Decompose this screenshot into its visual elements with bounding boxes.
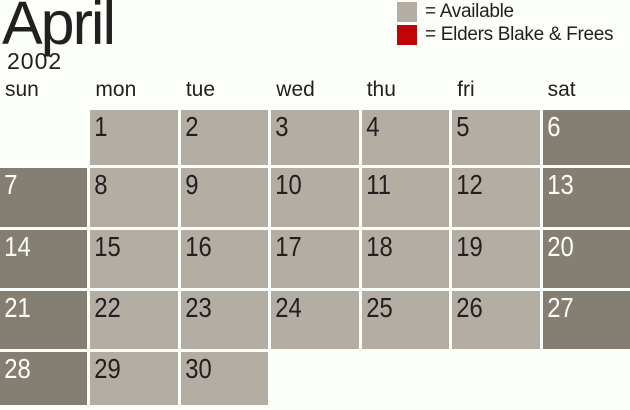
day-number: [362, 363, 366, 365]
day-cell: 25: [361, 291, 450, 349]
day-number: 26: [456, 292, 483, 323]
weekday-wed: wed: [276, 78, 315, 101]
day-number: 15: [94, 231, 122, 262]
day-cell: 6: [542, 110, 630, 165]
day-cell: 11: [361, 168, 450, 227]
day-cell: 23: [180, 291, 269, 349]
day-cell: 3: [271, 110, 359, 165]
legend-label-elders: = Elders Blake & Frees: [425, 24, 614, 45]
day-number: 11: [365, 169, 391, 200]
day-cell-blank: [362, 352, 449, 405]
day-number: 6: [546, 111, 561, 142]
weekday-thu: thu: [366, 78, 396, 101]
calendar-grid: 1 2 3 4 5 6 7 8 9 10 11 12 13 14 15 16 1…: [0, 110, 630, 405]
legend-label-available: = Available: [425, 1, 514, 22]
day-cell-blank: [0, 110, 87, 165]
day-number: 14: [4, 231, 31, 262]
day-number: 29: [94, 353, 122, 384]
day-number: [543, 363, 547, 365]
day-number: 7: [4, 169, 18, 200]
day-number: [271, 363, 275, 365]
day-number: 16: [185, 231, 212, 262]
day-number: 17: [275, 231, 303, 262]
day-cell: 27: [542, 291, 630, 349]
weekday-sat: sat: [547, 78, 576, 101]
legend: = Available = Elders Blake & Frees: [397, 1, 614, 45]
booked-swatch-icon: [397, 25, 417, 45]
day-number: 21: [4, 292, 31, 323]
day-cell: 5: [452, 110, 540, 165]
day-cell: 2: [180, 110, 269, 165]
day-number: 12: [456, 169, 483, 200]
day-cell: 22: [90, 291, 178, 349]
day-number: 3: [275, 111, 289, 142]
day-number: 5: [456, 111, 470, 142]
legend-item-available: = Available: [397, 1, 613, 22]
available-swatch-icon: [397, 2, 417, 22]
day-number: 9: [185, 169, 199, 200]
day-cell: 16: [180, 230, 269, 288]
day-cell: 19: [452, 230, 540, 288]
day-cell: 4: [361, 110, 450, 165]
day-cell: 12: [452, 168, 540, 227]
weekday-sun: sun: [5, 78, 39, 101]
weekday-header-row: sun mon tue wed thu fri sat: [0, 78, 630, 102]
legend-item-elders: = Elders Blake & Frees: [397, 24, 614, 45]
day-number: 13: [546, 169, 574, 200]
day-cell: 30: [180, 352, 269, 405]
day-number: 24: [275, 292, 303, 323]
day-number: [452, 363, 456, 365]
day-cell: 26: [452, 291, 540, 349]
day-number: 10: [275, 169, 303, 200]
day-cell: 28: [0, 352, 88, 405]
day-cell: 17: [271, 230, 359, 288]
day-cell: 1: [90, 110, 178, 165]
day-cell: 7: [0, 168, 88, 227]
day-cell: 20: [542, 230, 630, 288]
day-cell: 14: [0, 230, 88, 288]
day-number: 1: [94, 111, 108, 142]
weekday-fri: fri: [457, 78, 475, 101]
day-cell: 9: [180, 168, 269, 227]
day-number: 8: [94, 169, 108, 200]
weekday-mon: mon: [95, 78, 137, 101]
day-cell: 24: [271, 291, 359, 349]
day-cell: 13: [542, 168, 630, 227]
day-number: 19: [456, 231, 483, 262]
day-cell: 10: [271, 168, 359, 227]
day-number: 22: [94, 292, 122, 323]
year-label: 2002: [7, 48, 63, 74]
day-cell: 21: [0, 291, 88, 349]
day-cell: 29: [90, 352, 178, 405]
day-cell-blank: [271, 352, 358, 405]
day-number: 20: [546, 231, 574, 262]
day-number: 27: [546, 292, 574, 323]
day-cell-blank: [452, 352, 539, 405]
day-number: [0, 121, 4, 123]
day-number: 4: [365, 111, 380, 142]
day-number: 30: [185, 353, 212, 384]
day-number: 18: [365, 231, 393, 262]
day-number: 23: [185, 292, 212, 323]
weekday-tue: tue: [185, 78, 216, 101]
day-number: 2: [185, 111, 199, 142]
month-title: April: [2, 0, 116, 57]
day-cell: 15: [90, 230, 178, 288]
day-cell: 8: [90, 168, 178, 227]
day-number: 28: [4, 353, 31, 384]
day-cell-blank: [543, 352, 630, 405]
day-number: 25: [365, 292, 393, 323]
day-cell: 18: [361, 230, 450, 288]
